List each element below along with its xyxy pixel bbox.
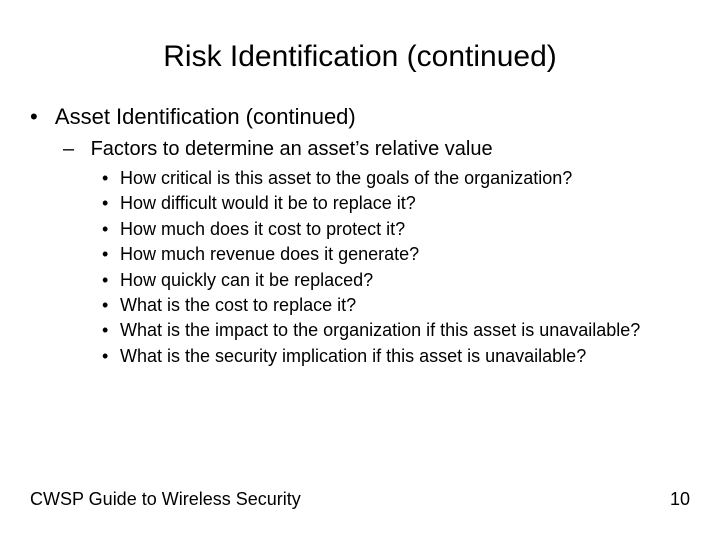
bullet-text-l3: How much does it cost to protect it? [120, 219, 405, 239]
list-item: What is the security implication if this… [120, 345, 690, 368]
bullet-text-l3: How quickly can it be replaced? [120, 270, 373, 290]
list-item: Factors to determine an asset’s relative… [85, 138, 690, 368]
list-item: How much revenue does it generate? [120, 243, 690, 266]
bullet-text-l2: Factors to determine an asset’s relative… [91, 138, 493, 160]
slide-footer: CWSP Guide to Wireless Security 10 [30, 489, 690, 510]
list-item: How much does it cost to protect it? [120, 218, 690, 241]
page-number: 10 [670, 489, 690, 510]
bullet-list-level2: Factors to determine an asset’s relative… [50, 138, 690, 368]
bullet-text-l3: What is the cost to replace it? [120, 295, 356, 315]
bullet-text-l1: Asset Identification (continued) [55, 104, 356, 129]
bullet-text-l3: What is the security implication if this… [120, 346, 586, 366]
slide-title: Risk Identification (continued) [30, 40, 690, 74]
list-item: What is the impact to the organization i… [120, 319, 690, 342]
list-item: How critical is this asset to the goals … [120, 167, 690, 190]
list-item: How quickly can it be replaced? [120, 269, 690, 292]
list-item: How difficult would it be to replace it? [120, 192, 690, 215]
bullet-text-l3: How critical is this asset to the goals … [120, 168, 572, 188]
bullet-list-level3: How critical is this asset to the goals … [85, 167, 690, 368]
footer-source: CWSP Guide to Wireless Security [30, 489, 301, 510]
bullet-list-level1: Asset Identification (continued) Factors… [30, 104, 690, 368]
bullet-text-l3: What is the impact to the organization i… [120, 320, 640, 340]
bullet-text-l3: How difficult would it be to replace it? [120, 193, 416, 213]
list-item: What is the cost to replace it? [120, 294, 690, 317]
list-item: Asset Identification (continued) Factors… [50, 104, 690, 368]
bullet-text-l3: How much revenue does it generate? [120, 244, 419, 264]
